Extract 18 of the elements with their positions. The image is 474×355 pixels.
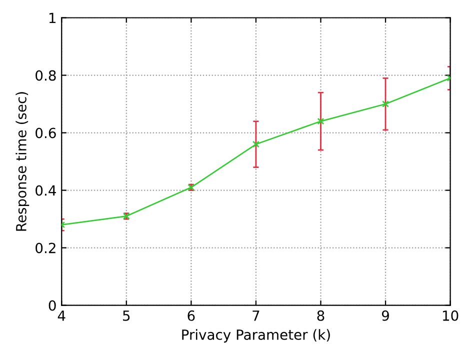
y-tick-label: 0.2 [36,242,56,254]
y-tick-label: 0.6 [36,128,56,138]
x-tick-label: 8 [317,310,324,321]
y-tick-label: 0.4 [36,185,56,196]
point [382,100,389,108]
point [252,140,260,148]
x-tick-label: 9 [382,310,389,321]
y-tick-label: 1 [49,12,56,24]
y-axis-title: Response time (sec) [16,92,30,231]
x-tick-label: 5 [123,310,130,321]
x-tick-label: 4 [58,310,66,321]
y-tick-label: 0.8 [36,70,56,81]
x-tick-label: 10 [442,310,458,321]
x-tick-label: 7 [252,310,260,321]
point [317,118,324,125]
y-tick-label: 0 [48,300,56,311]
x-axis-title: Privacy Parameter (k) [182,329,330,343]
x-tick-label: 6 [188,310,195,321]
